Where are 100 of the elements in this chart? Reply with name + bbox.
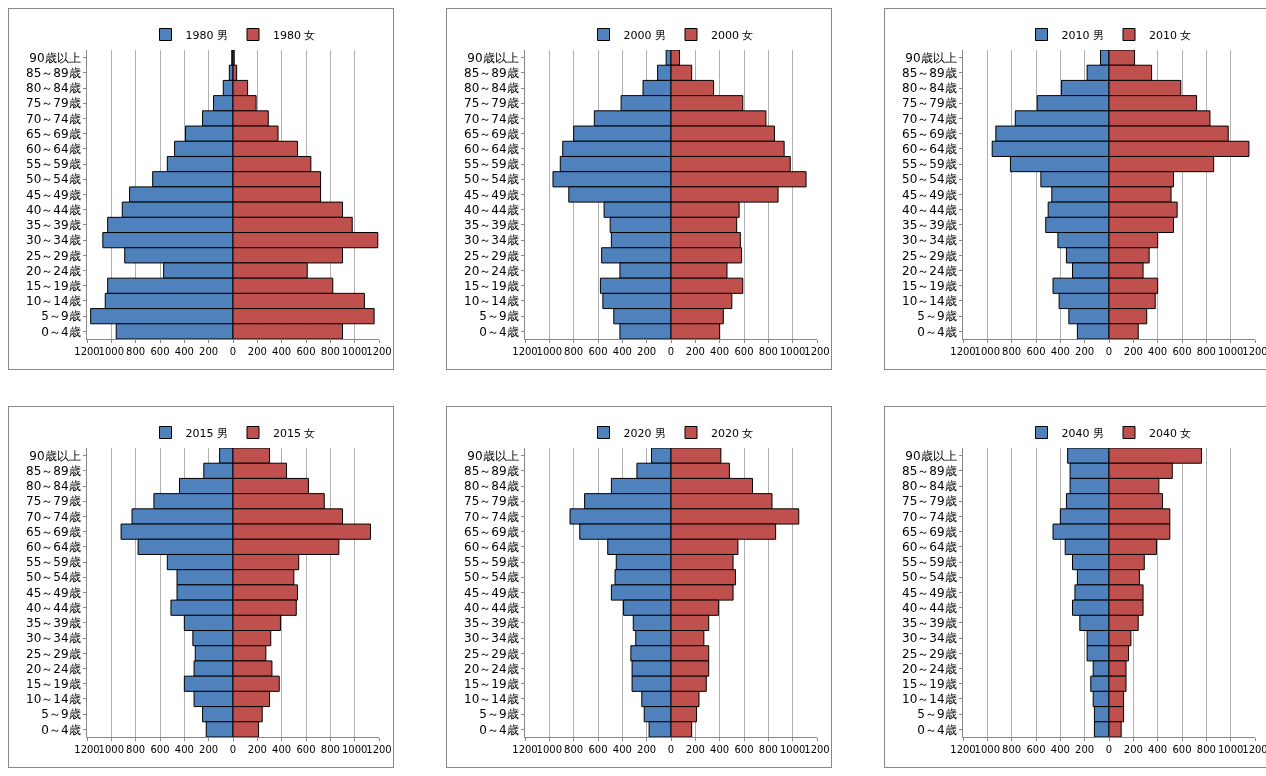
y-tick-label: 45～49歳 <box>26 585 81 600</box>
y-tick-label: 30～34歳 <box>464 233 519 248</box>
x-tick-label: 1200 <box>366 744 392 755</box>
y-tick-label: 50～54歳 <box>26 172 81 187</box>
y-tick-label: 10～14歳 <box>902 692 957 707</box>
y-tick-label: 20～24歳 <box>464 661 519 676</box>
y-tick-label: 70～74歳 <box>464 509 519 524</box>
x-tick-label: 400 <box>1148 744 1168 755</box>
y-tick-label: 0～4歳 <box>917 722 957 737</box>
x-tick-label: 1200 <box>512 744 538 755</box>
y-tick-label: 85～89歳 <box>26 464 81 479</box>
x-tick-label: 200 <box>1075 744 1095 755</box>
y-tick-label: 70～74歳 <box>26 111 81 126</box>
y-tick-label: 25～29歳 <box>464 646 519 661</box>
y-tick-label: 25～29歳 <box>26 646 81 661</box>
y-tick-label: 85～89歳 <box>464 66 519 81</box>
y-tick-label: 5～9歳 <box>479 707 519 722</box>
x-tick-label: 200 <box>247 744 267 755</box>
x-tick-label: 400 <box>272 346 292 357</box>
y-tick-label: 75～79歳 <box>902 494 957 509</box>
y-tick-label: 75～79歳 <box>26 96 81 111</box>
y-tick-label: 40～44歳 <box>902 202 957 217</box>
y-tick-label: 60～64歳 <box>902 142 957 157</box>
y-tick-label: 90歳以上 <box>467 448 519 463</box>
y-tick-label: 75～79歳 <box>464 494 519 509</box>
y-tick-label: 40～44歳 <box>464 202 519 217</box>
x-tick-label: 600 <box>1172 744 1192 755</box>
y-tick-label: 15～19歳 <box>464 676 519 691</box>
y-tick-label: 90歳以上 <box>29 50 81 65</box>
y-tick-label: 60～64歳 <box>464 142 519 157</box>
x-tick-label: 1000 <box>974 744 1001 755</box>
y-tick-label: 75～79歳 <box>902 96 957 111</box>
x-tick-label: 800 <box>1002 744 1022 755</box>
y-tick-label: 85～89歳 <box>464 464 519 479</box>
x-tick-label: 200 <box>685 346 705 357</box>
x-tick-label: 200 <box>1123 744 1143 755</box>
y-tick-label: 50～54歳 <box>464 570 519 585</box>
y-tick-label: 80～84歳 <box>26 479 81 494</box>
y-tick-label: 30～34歳 <box>464 631 519 646</box>
x-tick-label: 200 <box>1123 346 1143 357</box>
legend-label: 2010 女 <box>1149 28 1192 42</box>
y-tick-label: 0～4歳 <box>41 324 81 339</box>
y-tick-label: 0～4歳 <box>479 722 519 737</box>
x-tick-label: 1000 <box>341 346 368 357</box>
x-tick-label: 1000 <box>98 744 125 755</box>
y-tick-label: 15～19歳 <box>902 676 957 691</box>
y-tick-label: 25～29歳 <box>902 248 957 263</box>
y-tick-label: 65～69歳 <box>26 126 81 141</box>
x-tick-label: 1000 <box>536 346 563 357</box>
y-tick-label: 75～79歳 <box>26 494 81 509</box>
y-tick-label: 65～69歳 <box>464 126 519 141</box>
y-tick-label: 45～49歳 <box>464 187 519 202</box>
x-tick-label: 800 <box>1196 744 1216 755</box>
y-tick-label: 45～49歳 <box>902 187 957 202</box>
y-tick-label: 40～44歳 <box>26 600 81 615</box>
y-tick-label: 30～34歳 <box>26 233 81 248</box>
x-tick-label: 200 <box>247 346 267 357</box>
x-tick-label: 0 <box>229 744 237 755</box>
x-tick-label: 600 <box>296 346 316 357</box>
legend-label: 2040 男 <box>1061 426 1104 440</box>
y-tick-label: 55～59歳 <box>26 555 81 570</box>
y-tick-label: 80～84歳 <box>26 81 81 96</box>
x-tick-label: 400 <box>174 744 194 755</box>
x-tick-label: 800 <box>758 346 778 357</box>
y-tick-label: 30～34歳 <box>26 631 81 646</box>
legend-label: 2000 女 <box>711 28 754 42</box>
x-tick-label: 1200 <box>512 346 538 357</box>
y-tick-label: 5～9歳 <box>479 309 519 324</box>
x-tick-label: 400 <box>612 346 632 357</box>
y-tick-label: 80～84歳 <box>902 479 957 494</box>
y-tick-label: 85～89歳 <box>26 66 81 81</box>
y-tick-label: 65～69歳 <box>902 524 957 539</box>
y-tick-label: 90歳以上 <box>467 50 519 65</box>
x-tick-label: 200 <box>199 346 219 357</box>
y-tick-label: 35～39歳 <box>902 616 957 631</box>
x-tick-label: 0 <box>229 346 237 357</box>
x-tick-label: 600 <box>734 744 754 755</box>
x-tick-label: 600 <box>588 744 608 755</box>
x-tick-label: 800 <box>320 346 340 357</box>
x-tick-label: 1200 <box>74 744 100 755</box>
y-tick-label: 90歳以上 <box>905 448 957 463</box>
y-tick-label: 35～39歳 <box>902 218 957 233</box>
x-tick-label: 600 <box>296 744 316 755</box>
x-tick-label: 400 <box>1050 346 1070 357</box>
y-tick-label: 35～39歳 <box>464 218 519 233</box>
x-tick-label: 800 <box>320 744 340 755</box>
y-tick-label: 15～19歳 <box>26 676 81 691</box>
y-tick-label: 5～9歳 <box>917 707 957 722</box>
y-tick-label: 50～54歳 <box>902 570 957 585</box>
y-tick-label: 10～14歳 <box>26 294 81 309</box>
y-tick-label: 35～39歳 <box>26 218 81 233</box>
y-tick-label: 45～49歳 <box>464 585 519 600</box>
y-tick-label: 70～74歳 <box>902 111 957 126</box>
y-tick-label: 20～24歳 <box>26 263 81 278</box>
x-tick-label: 800 <box>564 346 584 357</box>
x-tick-label: 200 <box>1075 346 1095 357</box>
x-tick-label: 1000 <box>974 346 1001 357</box>
x-tick-label: 400 <box>174 346 194 357</box>
y-tick-label: 80～84歳 <box>464 81 519 96</box>
x-tick-label: 600 <box>588 346 608 357</box>
